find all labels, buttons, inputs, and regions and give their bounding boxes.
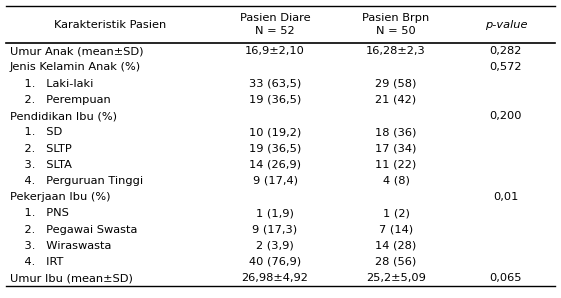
Text: 0,01: 0,01 — [493, 192, 518, 202]
Text: 10 (19,2): 10 (19,2) — [249, 127, 301, 137]
Text: 3.   Wiraswasta: 3. Wiraswasta — [10, 241, 112, 251]
Text: 2.   SLTP: 2. SLTP — [10, 144, 72, 153]
Text: Jenis Kelamin Anak (%): Jenis Kelamin Anak (%) — [10, 63, 141, 72]
Text: Pendidikan Ibu (%): Pendidikan Ibu (%) — [10, 111, 117, 121]
Text: 1 (1,9): 1 (1,9) — [256, 208, 294, 218]
Text: 3.   SLTA: 3. SLTA — [10, 160, 72, 170]
Text: 26,98±4,92: 26,98±4,92 — [242, 273, 309, 283]
Text: 18 (36): 18 (36) — [375, 127, 417, 137]
Text: 19 (36,5): 19 (36,5) — [249, 144, 301, 153]
Text: 1.   SD: 1. SD — [10, 127, 62, 137]
Text: 2 (3,9): 2 (3,9) — [256, 241, 294, 251]
Text: 4 (8): 4 (8) — [383, 176, 410, 186]
Text: 4.   Perguruan Tinggi: 4. Perguruan Tinggi — [10, 176, 143, 186]
Text: 9 (17,3): 9 (17,3) — [252, 224, 297, 235]
Text: 0,065: 0,065 — [490, 273, 522, 283]
Text: 7 (14): 7 (14) — [379, 224, 413, 235]
Text: Umur Ibu (mean±SD): Umur Ibu (mean±SD) — [10, 273, 133, 283]
Text: 2.   Perempuan: 2. Perempuan — [10, 95, 111, 105]
Text: 16,9±2,10: 16,9±2,10 — [245, 46, 305, 56]
Text: 29 (58): 29 (58) — [375, 79, 417, 89]
Text: Umur Anak (mean±SD): Umur Anak (mean±SD) — [10, 46, 144, 56]
Text: 1 (2): 1 (2) — [383, 208, 410, 218]
Text: 21 (42): 21 (42) — [375, 95, 416, 105]
Text: Pasien Diare
N = 52: Pasien Diare N = 52 — [240, 13, 310, 36]
Text: 11 (22): 11 (22) — [375, 160, 417, 170]
Text: Karakteristik Pasien: Karakteristik Pasien — [54, 20, 166, 30]
Text: 0,572: 0,572 — [490, 63, 522, 72]
Text: 33 (63,5): 33 (63,5) — [249, 79, 301, 89]
Text: 1.   Laki-laki: 1. Laki-laki — [10, 79, 93, 89]
Text: 0,282: 0,282 — [490, 46, 522, 56]
Text: 14 (26,9): 14 (26,9) — [249, 160, 301, 170]
Text: 17 (34): 17 (34) — [375, 144, 417, 153]
Text: 0,200: 0,200 — [490, 111, 522, 121]
Text: 2.   Pegawai Swasta: 2. Pegawai Swasta — [10, 224, 137, 235]
Text: 14 (28): 14 (28) — [375, 241, 417, 251]
Text: 1.   PNS: 1. PNS — [10, 208, 69, 218]
Text: 9 (17,4): 9 (17,4) — [252, 176, 297, 186]
Text: p-value: p-value — [485, 20, 527, 30]
Text: Pekerjaan Ibu (%): Pekerjaan Ibu (%) — [10, 192, 111, 202]
Text: 4.   IRT: 4. IRT — [10, 257, 63, 267]
Text: Pasien Brpn
N = 50: Pasien Brpn N = 50 — [362, 13, 430, 36]
Text: 16,28±2,3: 16,28±2,3 — [366, 46, 426, 56]
Text: 40 (76,9): 40 (76,9) — [249, 257, 301, 267]
Text: 28 (56): 28 (56) — [375, 257, 417, 267]
Text: 19 (36,5): 19 (36,5) — [249, 95, 301, 105]
Text: 25,2±5,09: 25,2±5,09 — [366, 273, 426, 283]
